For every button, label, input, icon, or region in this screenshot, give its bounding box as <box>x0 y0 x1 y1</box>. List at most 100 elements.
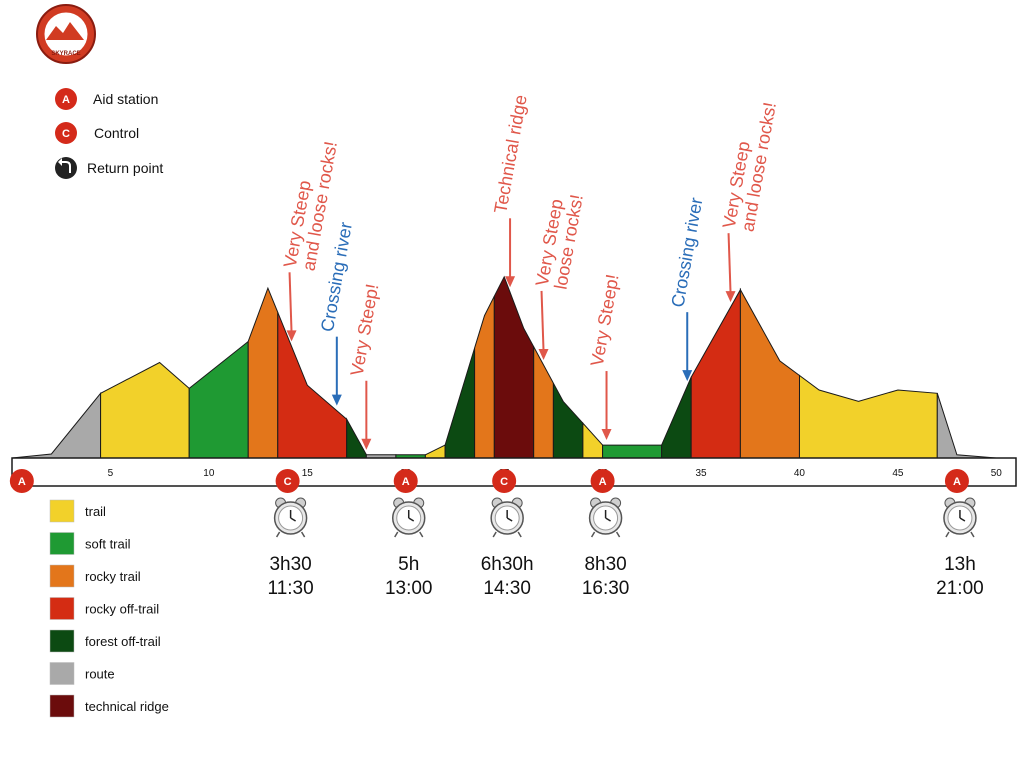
profile-segment-forest-off-trail <box>346 417 367 459</box>
station-letter: A <box>599 476 607 488</box>
annotation-arrowhead <box>601 429 612 441</box>
station-letter: C <box>500 476 508 488</box>
annotation-text: Crossing river <box>667 196 706 309</box>
alarm-clock-icon <box>490 497 524 538</box>
legend-item-trail: trail <box>49 499 106 523</box>
profile-segment-rocky-trail <box>247 286 279 459</box>
alarm-clock-icon <box>943 497 977 538</box>
profile-segment-rocky-off-trail <box>690 287 741 459</box>
annotation-line: Crossing river <box>667 196 706 309</box>
clock-time: 11:30 <box>268 578 314 599</box>
aid-station-marker: A 8h30 16:30 <box>582 469 630 599</box>
x-tick-label: 40 <box>794 468 806 479</box>
profile-segment-soft-trail <box>188 340 249 459</box>
marker-key: A Aid station C Control Return point <box>55 88 163 179</box>
x-tick-label: 35 <box>695 468 707 479</box>
legend-swatch <box>49 499 75 523</box>
annotation-arrowhead <box>331 394 342 406</box>
annotation-line: Technical ridge <box>490 93 531 215</box>
aid-station-icon <box>9 469 34 493</box>
profile-segment-trail <box>100 361 190 459</box>
annotation-arrowhead <box>361 438 372 450</box>
annotation-arrowhead <box>505 276 516 288</box>
annotation: Very Steepand loose rocks! <box>719 97 780 303</box>
profile-segment-trail <box>798 374 938 459</box>
annotation-arrow <box>288 272 293 333</box>
elevation-profile <box>11 275 997 459</box>
legend-swatch <box>49 662 75 685</box>
alarm-clock-icon <box>391 497 426 538</box>
annotation: Very Steep! <box>347 282 383 450</box>
legend-label: technical ridge <box>85 699 169 714</box>
alarm-clock-icon <box>588 497 623 538</box>
legend-label: trail <box>85 504 106 519</box>
annotation-text: Very Steeploose rocks! <box>532 190 587 291</box>
legend-swatch <box>49 597 75 620</box>
annotation-text: Very Steep! <box>347 282 383 377</box>
annotation: Very Steep! <box>587 273 623 441</box>
legend-item-forest-off-trail: forest off-trail <box>49 629 161 653</box>
elapsed-time: 3h30 <box>269 554 311 575</box>
control-marker: C 6h30h 14:30 <box>481 469 534 599</box>
annotation-text: Very Steep! <box>587 273 623 368</box>
annotation-arrowhead <box>286 330 297 342</box>
annotation-arrow <box>540 290 545 351</box>
profile-segment-forest-off-trail <box>661 376 692 459</box>
legend-item-rocky-trail: rocky trail <box>49 564 141 588</box>
logo-text-line2: SKYRACE <box>51 51 80 57</box>
legend-label: soft trail <box>85 537 131 552</box>
annotation-arrowhead <box>725 291 736 303</box>
legend-item-rocky-off-trail: rocky off-trail <box>49 597 159 620</box>
legend-item-route: route <box>49 662 115 685</box>
annotation-line: Very Steep! <box>587 273 623 368</box>
stations: A C 3h30 11:30 A 5h 13:00 C 6h30h 14:30 A 8h30 16:30… <box>9 469 984 599</box>
clock-time: 13:00 <box>385 578 433 599</box>
legend-swatch <box>49 694 75 718</box>
aid-station-icon <box>55 88 77 110</box>
annotation-arrowhead <box>538 348 549 360</box>
profile-segment-route <box>936 393 997 459</box>
station-letter: A <box>953 476 961 488</box>
clock-time: 16:30 <box>582 578 630 599</box>
legend-item-technical-ridge: technical ridge <box>49 694 169 718</box>
legend-swatch <box>49 564 75 588</box>
control-icon <box>492 469 517 493</box>
legend-label: forest off-trail <box>85 634 161 649</box>
annotation-line: Very Steep! <box>347 282 383 377</box>
control-icon <box>55 122 77 144</box>
aid-station-key: A Aid station <box>55 88 158 110</box>
annotation-arrow <box>727 233 732 294</box>
clock-time: 21:00 <box>936 578 984 599</box>
legend-label: route <box>85 667 115 682</box>
x-tick-label: 50 <box>991 468 1003 479</box>
station-letter: A <box>402 476 410 488</box>
annotation: Crossing river <box>317 221 356 406</box>
race-logo: TROMSØ SKYRACE <box>36 4 96 64</box>
aid-station-icon <box>944 469 969 493</box>
clock-time: 14:30 <box>483 578 531 599</box>
profile-segment-trail <box>424 444 446 459</box>
profile-segment-technical-ridge <box>493 275 535 459</box>
annotation: Technical ridge <box>490 93 531 288</box>
elapsed-time: 5h <box>398 554 419 575</box>
station-letter: C <box>284 476 292 488</box>
aid-station-key-label: Aid station <box>93 91 158 107</box>
control-key-label: Control <box>94 125 139 141</box>
x-tick-label: 45 <box>892 468 904 479</box>
x-tick-label: 15 <box>302 468 314 479</box>
profile-segment-trail <box>582 421 604 459</box>
profile-segment-soft-trail <box>602 444 663 459</box>
aid-station-marker: A <box>9 469 34 493</box>
aid-station-icon <box>590 469 615 493</box>
profile-segment-rocky-trail <box>474 295 495 459</box>
profile-segment-forest-off-trail <box>444 347 476 459</box>
annotation: Crossing river <box>667 196 706 382</box>
annotation-text: Very Steepand loose rocks! <box>719 97 780 233</box>
legend-swatch <box>49 629 75 653</box>
annotation: Very Steeploose rocks! <box>532 190 587 360</box>
control-marker: C 3h30 11:30 <box>268 469 314 599</box>
surface-legend: trail soft trail rocky trail rocky off-trai… <box>49 499 169 718</box>
control-icon-letter: C <box>62 128 70 140</box>
annotation-arrowhead <box>682 370 693 382</box>
